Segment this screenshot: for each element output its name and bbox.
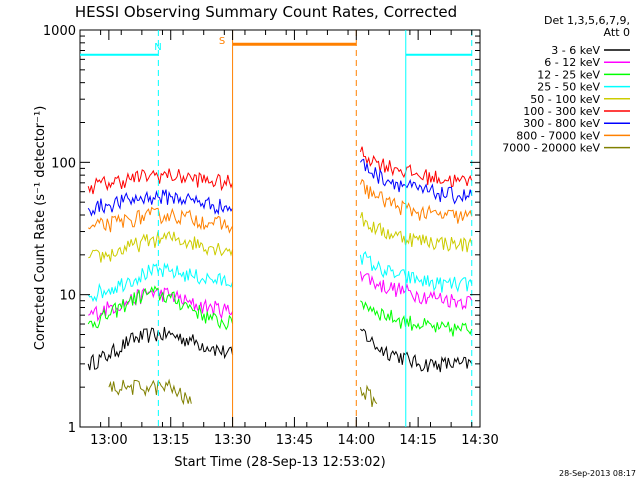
x-tick-label-1: 13:15 [152, 433, 189, 448]
series-line-2-part-0 [87, 285, 234, 331]
series-line-8-part-0 [108, 378, 192, 406]
legend-header-line-2: Att 0 [604, 26, 630, 39]
x-tick-label-6: 14:30 [461, 433, 498, 448]
series-line-0-part-0 [87, 326, 234, 371]
x-tick-label-4: 14:00 [338, 433, 375, 448]
legend-label-2: 12 - 25 keV [537, 68, 600, 81]
y-axis-label: Corrected Count Rate (s⁻¹ detector⁻¹) [33, 106, 48, 351]
series-line-3-part-1 [359, 250, 473, 293]
series-line-1-part-0 [88, 287, 234, 322]
series-line-6-part-0 [87, 189, 234, 217]
x-tick-label-0: 13:00 [90, 433, 127, 448]
y-tick-label-3: 1000 [43, 24, 76, 39]
flags-layer: NS [80, 30, 473, 427]
series-line-6-part-1 [359, 158, 473, 205]
series-layer [87, 146, 473, 407]
series-line-8-part-1 [359, 384, 378, 407]
x-tick-label-3: 13:45 [276, 433, 313, 448]
series-line-1-part-1 [359, 271, 473, 311]
legend-label-7: 800 - 7000 keV [516, 129, 600, 142]
legend-header-line-1: Det 1,3,5,6,7,9, [544, 14, 630, 27]
y-tick-label-2: 100 [51, 156, 76, 171]
y-tick-label-0: 1 [68, 421, 76, 436]
series-line-2-part-1 [360, 300, 473, 337]
series-line-5-part-1 [359, 146, 473, 188]
legend-label-3: 25 - 50 keV [537, 81, 600, 94]
legend-label-0: 3 - 6 keV [551, 44, 600, 57]
legend-label-5: 100 - 300 keV [523, 105, 600, 118]
flag-label-1: N [154, 42, 161, 53]
series-line-3-part-0 [87, 262, 234, 303]
series-line-0-part-1 [360, 328, 473, 373]
y-tick-label-1: 10 [59, 289, 76, 304]
axis-ticks: 1 10 100 1000 13:00 13:15 13:30 13:45 14:00 14:15… [43, 24, 499, 448]
x-axis-label: Start Time (28-Sep-13 12:53:02) [174, 455, 385, 470]
x-tick-label-2: 13:30 [214, 433, 251, 448]
series-line-4-part-1 [359, 212, 473, 253]
chart-title: HESSI Observing Summary Count Rates, Cor… [75, 3, 457, 21]
series-line-4-part-0 [88, 230, 234, 263]
legend-label-6: 300 - 800 keV [523, 117, 600, 130]
series-line-7-part-0 [87, 206, 234, 234]
legend-label-4: 50 - 100 keV [530, 93, 600, 106]
plot-frame [79, 29, 481, 428]
flag-label-2: S [219, 36, 225, 47]
series-line-7-part-1 [359, 178, 473, 224]
legend-label-1: 6 - 12 keV [544, 56, 600, 69]
series-line-5-part-0 [87, 168, 234, 195]
timestamp-label: 28-Sep-2013 08:17 [559, 469, 636, 478]
x-tick-label-5: 14:15 [399, 433, 436, 448]
legend-label-8: 7000 - 20000 keV [502, 142, 600, 155]
